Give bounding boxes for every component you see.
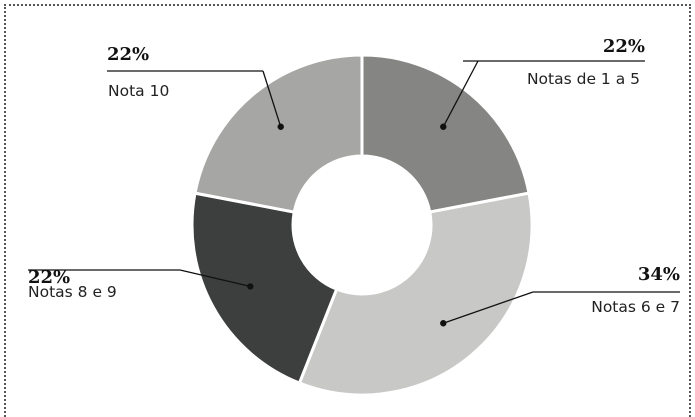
data-label-notas-de-1-a-5: 22% bbox=[603, 36, 645, 57]
chart-frame bbox=[4, 4, 691, 417]
leader-dot-notas-6-e-7 bbox=[440, 320, 447, 327]
category-label-notas-de-1-a-5: Notas de 1 a 5 bbox=[527, 70, 640, 88]
data-label-notas-8-e-9: 22% bbox=[28, 267, 70, 288]
leader-line-notas-de-1-a-5 bbox=[442, 60, 479, 128]
leader-dot-nota-10 bbox=[277, 123, 284, 130]
data-label-notas-6-e-7: 34% bbox=[638, 264, 680, 285]
leader-line-notas-6-e-7 bbox=[443, 291, 534, 324]
category-label-notas-6-e-7: Notas 6 e 7 bbox=[591, 298, 680, 316]
category-label-notas-8-e-9: Notas 8 e 9 bbox=[28, 283, 117, 301]
data-label-nota-10: 22% bbox=[107, 44, 149, 65]
leader-dot-notas-8-e-9 bbox=[247, 283, 254, 290]
slice-notas-de-1-a-5 bbox=[360, 53, 531, 214]
slice-notas-6-e-7 bbox=[297, 191, 534, 397]
slice-notas-8-e-9 bbox=[190, 191, 339, 386]
donut-hole bbox=[294, 157, 430, 293]
leader-line-notas-8-e-9 bbox=[179, 269, 251, 288]
slice-nota-10 bbox=[193, 53, 364, 214]
leader-line-nota-10 bbox=[262, 70, 282, 127]
category-label-nota-10: Nota 10 bbox=[108, 82, 169, 100]
leader-dot-notas-de-1-a-5 bbox=[440, 123, 447, 130]
